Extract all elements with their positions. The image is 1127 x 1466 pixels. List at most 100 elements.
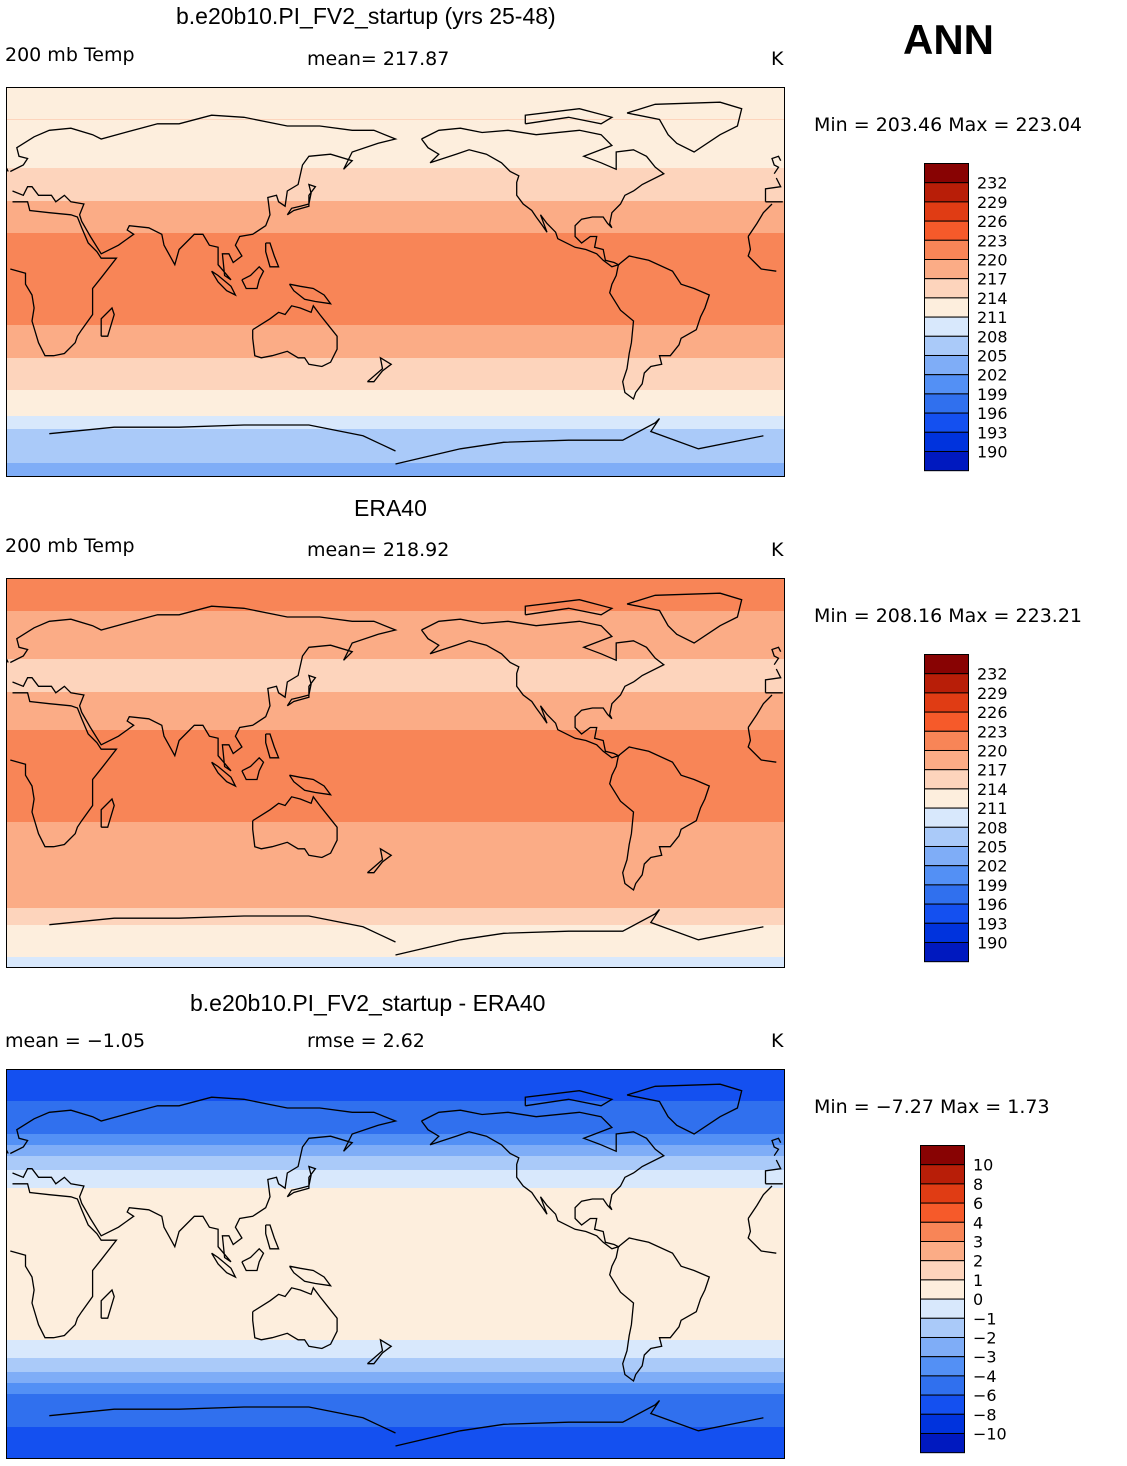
contour-band <box>6 807 785 809</box>
contour-band <box>6 874 785 876</box>
contour-band <box>6 91 785 93</box>
contour-band <box>6 605 785 607</box>
contour-band <box>6 661 785 663</box>
contour-band <box>6 1284 785 1286</box>
contour-band <box>6 304 785 306</box>
contour-band <box>6 742 785 744</box>
colorbar-box <box>920 1202 966 1223</box>
contour-band <box>6 1304 785 1306</box>
contour-band <box>6 879 785 881</box>
contour-band <box>6 1281 785 1283</box>
contour-band <box>6 371 785 373</box>
contour-band <box>6 1237 785 1239</box>
map-svg <box>6 87 785 477</box>
contour-band <box>6 746 785 748</box>
contour-band <box>6 821 785 823</box>
contour-band <box>6 327 785 329</box>
contour-band <box>6 643 785 645</box>
colorbar-box <box>924 826 970 847</box>
coastline-antarctica <box>395 418 764 465</box>
contour-band <box>6 1417 785 1419</box>
contour-band <box>6 187 785 189</box>
contour-band <box>6 123 785 125</box>
contour-band <box>6 231 785 233</box>
contour-band <box>6 666 785 668</box>
contour-band <box>6 1321 785 1323</box>
colorbar-box <box>920 1240 966 1262</box>
contour-band <box>6 801 785 803</box>
contour-band <box>6 785 785 787</box>
contour-band <box>6 1405 785 1407</box>
contour-band <box>6 1076 785 1078</box>
contour-band <box>6 1326 785 1328</box>
contour-band <box>6 1088 785 1090</box>
colorbar-box <box>924 654 970 675</box>
contour-band <box>6 435 785 437</box>
panel2-variable-label: 200 mb Temp <box>5 535 135 557</box>
contour-band <box>6 798 785 800</box>
contour-band <box>6 754 785 756</box>
contour-band <box>6 660 785 662</box>
contour-band <box>6 432 785 434</box>
contour-band <box>6 104 785 106</box>
contour-band <box>6 1423 785 1425</box>
coastline-eurasia <box>10 1096 398 1263</box>
contour-band <box>6 243 785 245</box>
contour-band <box>6 677 785 679</box>
contour-band <box>6 1117 785 1119</box>
contour-band <box>6 802 785 804</box>
contour-band <box>6 331 785 333</box>
contour-band <box>6 635 785 637</box>
contour-band <box>6 416 785 418</box>
colorbar-box <box>924 941 970 963</box>
contour-band <box>6 805 785 807</box>
contour-band <box>6 1343 785 1345</box>
contour-band <box>6 420 785 422</box>
contour-band <box>6 846 785 848</box>
contour-band <box>6 130 785 132</box>
contour-band <box>6 611 785 613</box>
contour-band <box>6 683 785 685</box>
contour-band <box>6 1182 785 1184</box>
contour-band <box>6 338 785 340</box>
contour-band <box>6 1181 785 1183</box>
contour-band <box>6 467 785 469</box>
contour-band <box>6 1285 785 1287</box>
colorbar-label: −2 <box>973 1328 997 1347</box>
contour-band <box>6 587 785 589</box>
contour-band <box>6 1364 785 1366</box>
contour-band <box>6 725 785 727</box>
contour-band <box>6 1235 785 1237</box>
contour-band <box>6 917 785 919</box>
contour-band <box>6 1273 785 1275</box>
contour-band <box>6 1263 785 1265</box>
contour-band <box>6 330 785 332</box>
contour-band <box>6 960 785 962</box>
contour-band <box>6 889 785 891</box>
contour-band <box>6 1121 785 1123</box>
contour-band <box>6 707 785 709</box>
contour-band <box>6 217 785 219</box>
contour-band <box>6 362 785 364</box>
contour-band <box>6 464 785 466</box>
contour-band <box>6 178 785 180</box>
contour-band <box>6 1421 785 1423</box>
contour-band <box>6 853 785 855</box>
contour-band <box>6 383 785 385</box>
contour-band <box>6 813 785 815</box>
contour-band <box>6 218 785 220</box>
contour-band <box>6 852 785 854</box>
panel3-colorbar: 10 8 6 4 3 2 1 0 −1 −2 −3 −4 −6 −8 −10 <box>920 1145 1030 1454</box>
contour-band <box>6 101 785 103</box>
contour-band <box>6 201 785 203</box>
contour-band <box>6 839 785 841</box>
panel1-colorbar: 232 229 226 223 220 217 214 211 208 205 202 199 196 1… <box>924 163 1034 472</box>
contour-band <box>6 765 785 767</box>
contour-band <box>6 246 785 248</box>
contour-band <box>6 1428 785 1430</box>
contour-band <box>6 679 785 681</box>
contour-band <box>6 192 785 194</box>
contour-band <box>6 671 785 673</box>
coastline-sumatra <box>211 761 237 788</box>
contour-band <box>6 1185 785 1187</box>
